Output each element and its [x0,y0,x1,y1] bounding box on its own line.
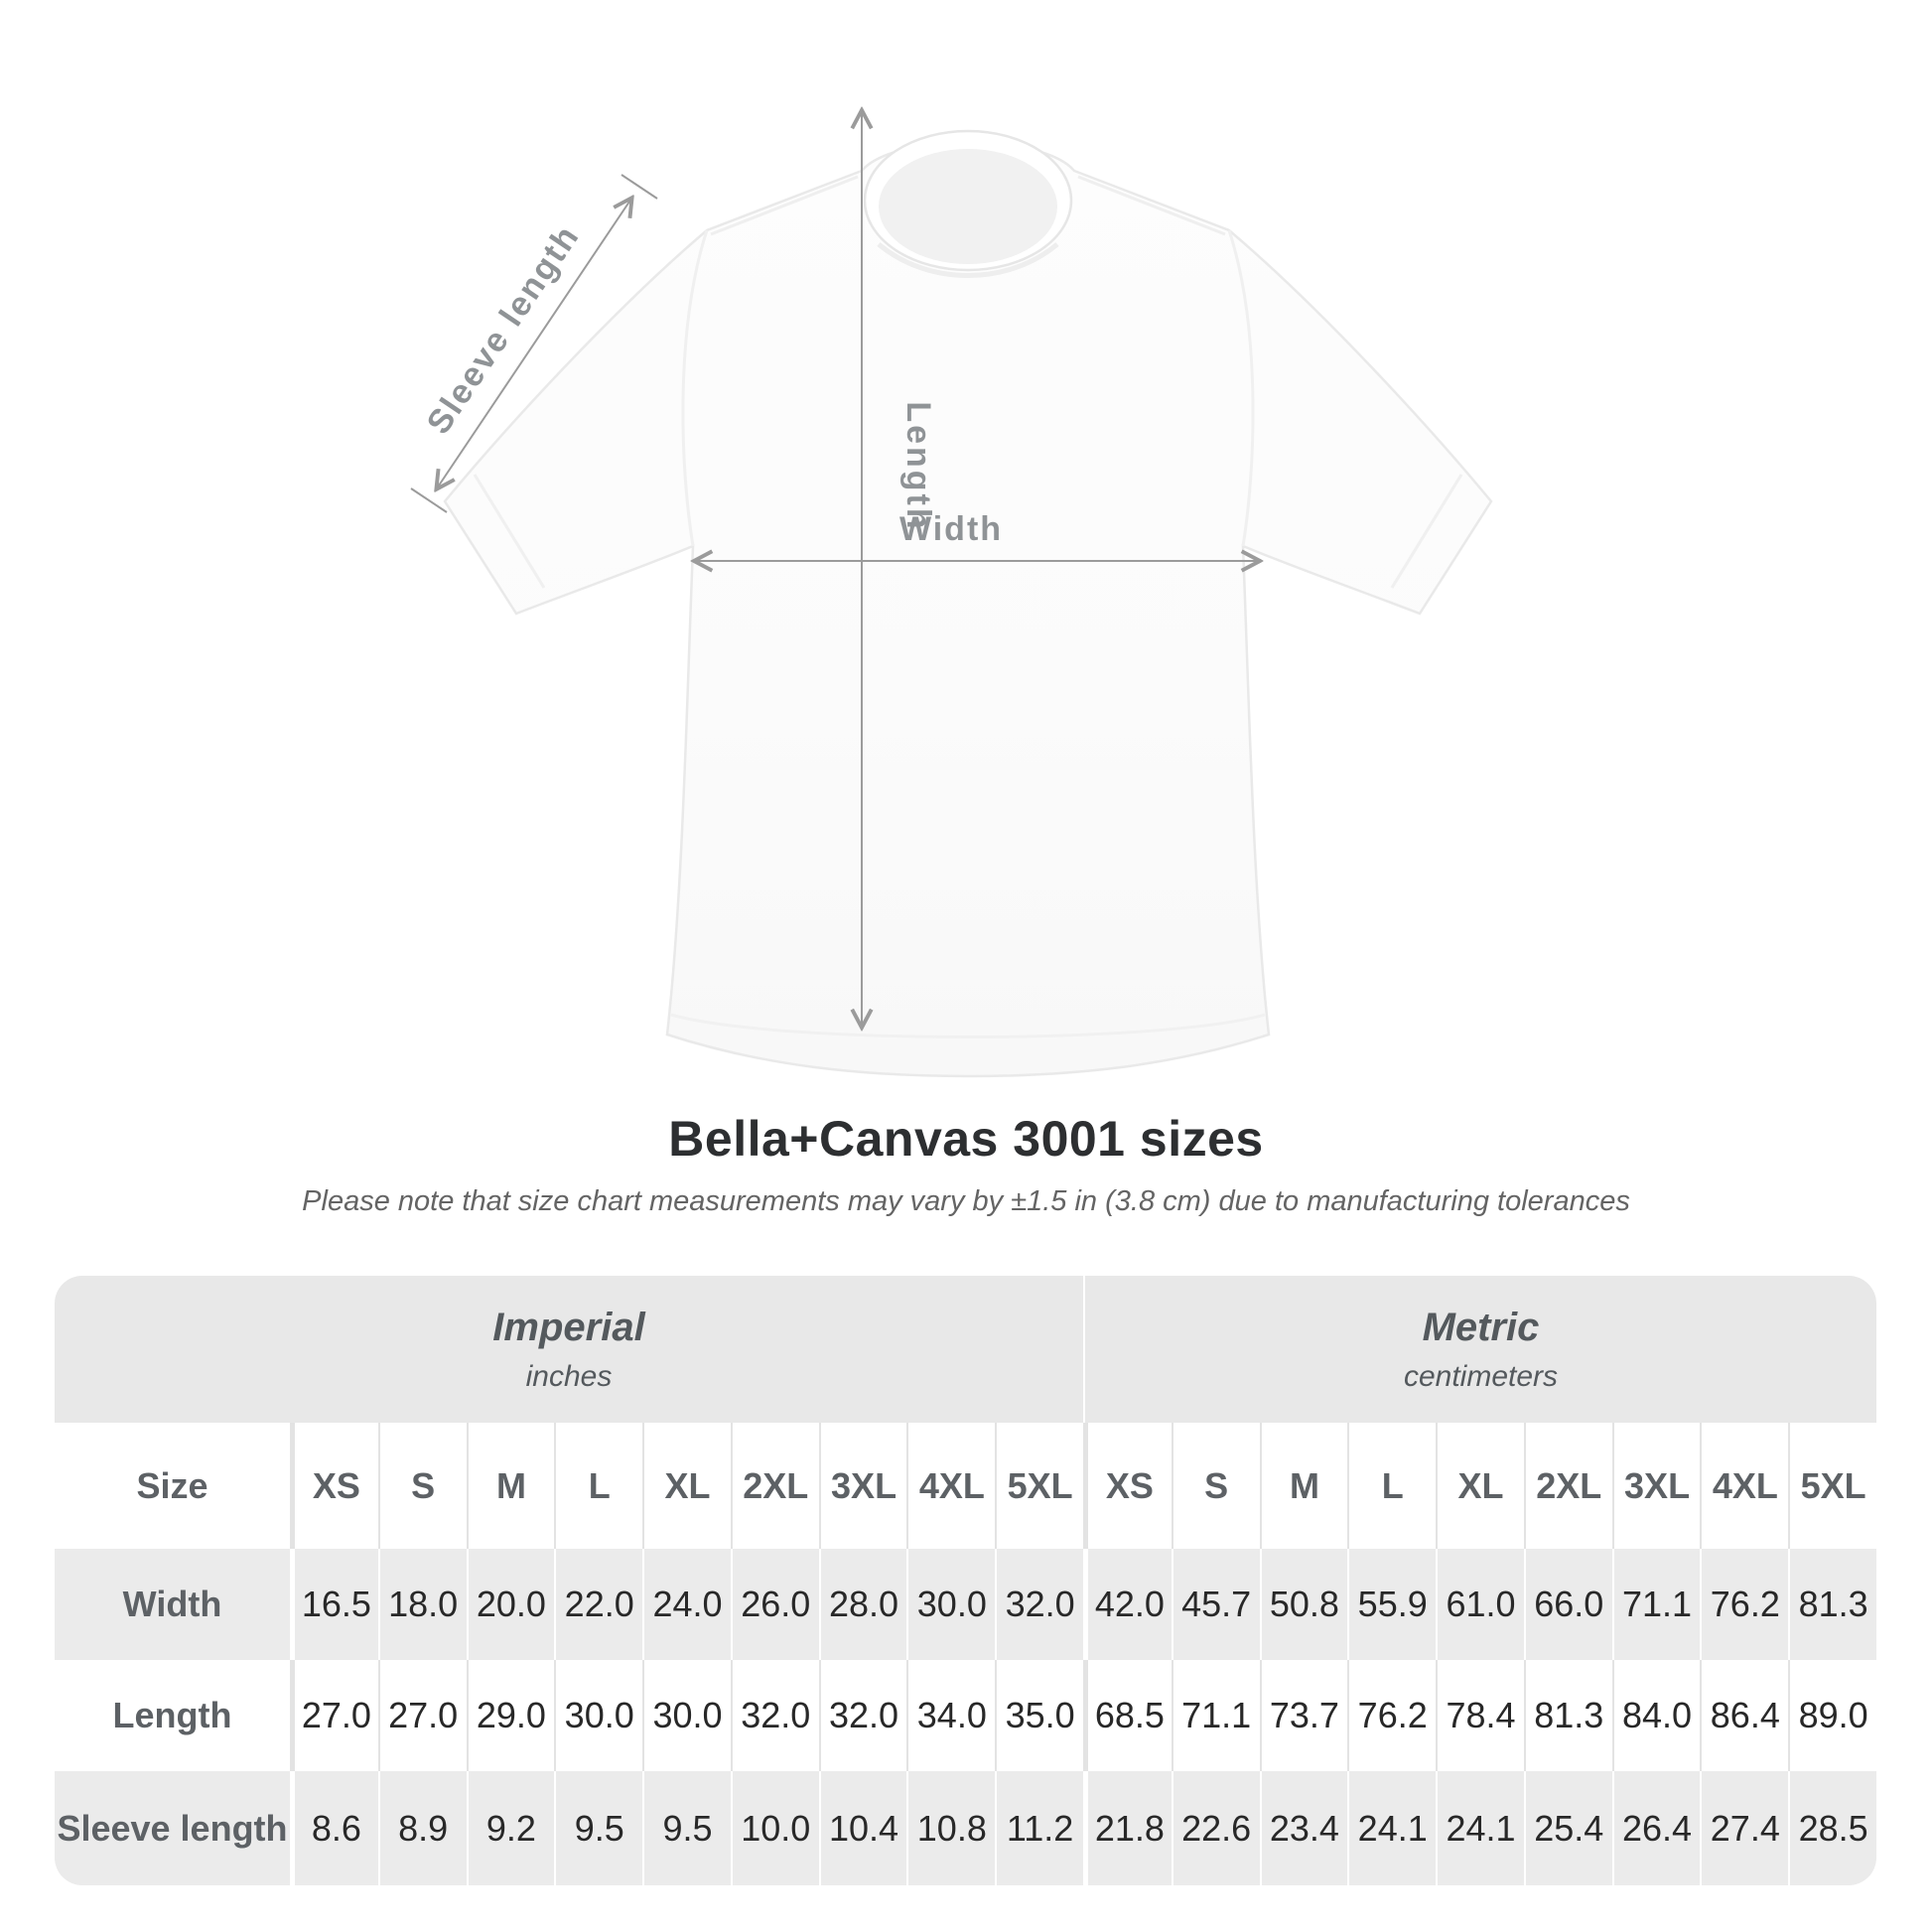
value-cell: 28.0 [818,1549,907,1660]
value-cell: 10.4 [818,1771,907,1885]
size-header-cell: L [554,1423,642,1549]
tshirt-illustration [443,129,1493,1078]
metric-unit: centimeters [1403,1359,1559,1393]
value-cell: 86.4 [1700,1660,1788,1771]
value-cell: 45.7 [1171,1549,1260,1660]
page-subtitle: Please note that size chart measurements… [302,1185,1630,1217]
value-cell: 9.5 [642,1771,731,1885]
metric-header: Metric centimeters [1083,1276,1876,1423]
length-label: Length [899,401,937,531]
table-row-sleeve-length: Sleeve length 8.6 8.9 9.2 9.5 9.5 10.0 10.4 10.… [55,1771,1876,1885]
table-row-length: Length 27.0 27.0 29.0 30.0 30.0 32.0 32.0 34.0 3… [55,1660,1876,1771]
size-header-cell: XS [1083,1423,1172,1549]
size-header-cell: S [1171,1423,1260,1549]
size-header-cell: 4XL [906,1423,995,1549]
value-cell: 24.1 [1436,1771,1524,1885]
size-header-cell: XL [642,1423,731,1549]
value-cell: 24.0 [642,1549,731,1660]
value-cell: 76.2 [1700,1549,1788,1660]
value-cell: 81.3 [1788,1549,1876,1660]
value-cell: 11.2 [995,1771,1083,1885]
value-cell: 30.0 [906,1549,995,1660]
value-cell: 78.4 [1436,1660,1524,1771]
value-cell: 55.9 [1347,1549,1436,1660]
size-header-cell: 3XL [818,1423,907,1549]
size-header-cell: S [377,1423,467,1549]
size-header-cell: XS [290,1423,378,1549]
table-row-width: Width 16.5 18.0 20.0 22.0 24.0 26.0 28.0 30.0 32… [55,1549,1876,1660]
value-cell: 81.3 [1523,1660,1612,1771]
value-cell: 8.6 [290,1771,378,1885]
value-cell: 66.0 [1523,1549,1612,1660]
value-cell: 8.9 [377,1771,467,1885]
imperial-header: Imperial inches [55,1276,1083,1423]
title-block: Bella+Canvas 3001 sizes Please note that… [0,1110,1932,1218]
value-cell: 23.4 [1259,1771,1348,1885]
size-header-cell: 3XL [1611,1423,1701,1549]
value-cell: 61.0 [1436,1549,1524,1660]
size-header-cell: 2XL [730,1423,819,1549]
value-cell: 10.0 [730,1771,819,1885]
value-cell: 71.1 [1171,1660,1260,1771]
value-cell: 73.7 [1259,1660,1348,1771]
size-header-cell: XL [1436,1423,1524,1549]
value-cell: 24.1 [1347,1771,1436,1885]
value-cell: 89.0 [1788,1660,1876,1771]
value-cell: 76.2 [1347,1660,1436,1771]
value-cell: 50.8 [1259,1549,1348,1660]
width-label: Width [899,510,1003,548]
size-header-cell: 5XL [995,1423,1083,1549]
size-header-row: Size XS S M L XL 2XL 3XL 4XL 5XL XS S M L XL 2XL 3XL 4X… [55,1423,1876,1549]
size-header-cell: M [466,1423,555,1549]
value-cell: 27.0 [290,1660,378,1771]
value-cell: 30.0 [554,1660,642,1771]
size-header-cell: M [1259,1423,1348,1549]
value-cell: 26.4 [1611,1771,1701,1885]
value-cell: 32.0 [730,1660,819,1771]
value-cell: 26.0 [730,1549,819,1660]
value-cell: 32.0 [818,1660,907,1771]
value-cell: 9.2 [466,1771,555,1885]
row-label: Length [112,1695,232,1735]
size-header-cell: 2XL [1523,1423,1612,1549]
size-header-cell: 5XL [1788,1423,1876,1549]
neck-opening [879,149,1057,264]
size-header-cell: L [1347,1423,1436,1549]
value-cell: 35.0 [995,1660,1083,1771]
size-column-header: Size [136,1464,208,1506]
value-cell: 21.8 [1083,1771,1172,1885]
value-cell: 42.0 [1083,1549,1172,1660]
tshirt-measurement-diagram: Length Width Sleeve length [410,0,1493,1078]
value-cell: 9.5 [554,1771,642,1885]
imperial-label: Imperial [492,1305,645,1349]
value-cell: 18.0 [377,1549,467,1660]
value-cell: 22.0 [554,1549,642,1660]
value-cell: 27.0 [377,1660,467,1771]
value-cell: 20.0 [466,1549,555,1660]
value-cell: 29.0 [466,1660,555,1771]
value-cell: 25.4 [1523,1771,1612,1885]
value-cell: 27.4 [1700,1771,1788,1885]
value-cell: 28.5 [1788,1771,1876,1885]
size-header-cell: 4XL [1700,1423,1788,1549]
value-cell: 32.0 [995,1549,1083,1660]
row-label: Sleeve length [57,1807,288,1849]
imperial-unit: inches [525,1359,613,1393]
value-cell: 34.0 [906,1660,995,1771]
metric-label: Metric [1422,1305,1540,1349]
row-label: Width [122,1584,222,1624]
size-table: Imperial inches Metric centimeters Size … [55,1276,1876,1885]
value-cell: 71.1 [1611,1549,1701,1660]
value-cell: 68.5 [1083,1660,1172,1771]
value-cell: 16.5 [290,1549,378,1660]
unit-header-row: Imperial inches Metric centimeters [55,1276,1876,1423]
value-cell: 84.0 [1611,1660,1701,1771]
value-cell: 10.8 [906,1771,995,1885]
value-cell: 30.0 [642,1660,731,1771]
value-cell: 22.6 [1171,1771,1260,1885]
sleeve-length-arrow [410,174,658,513]
page-title: Bella+Canvas 3001 sizes [668,1111,1264,1167]
